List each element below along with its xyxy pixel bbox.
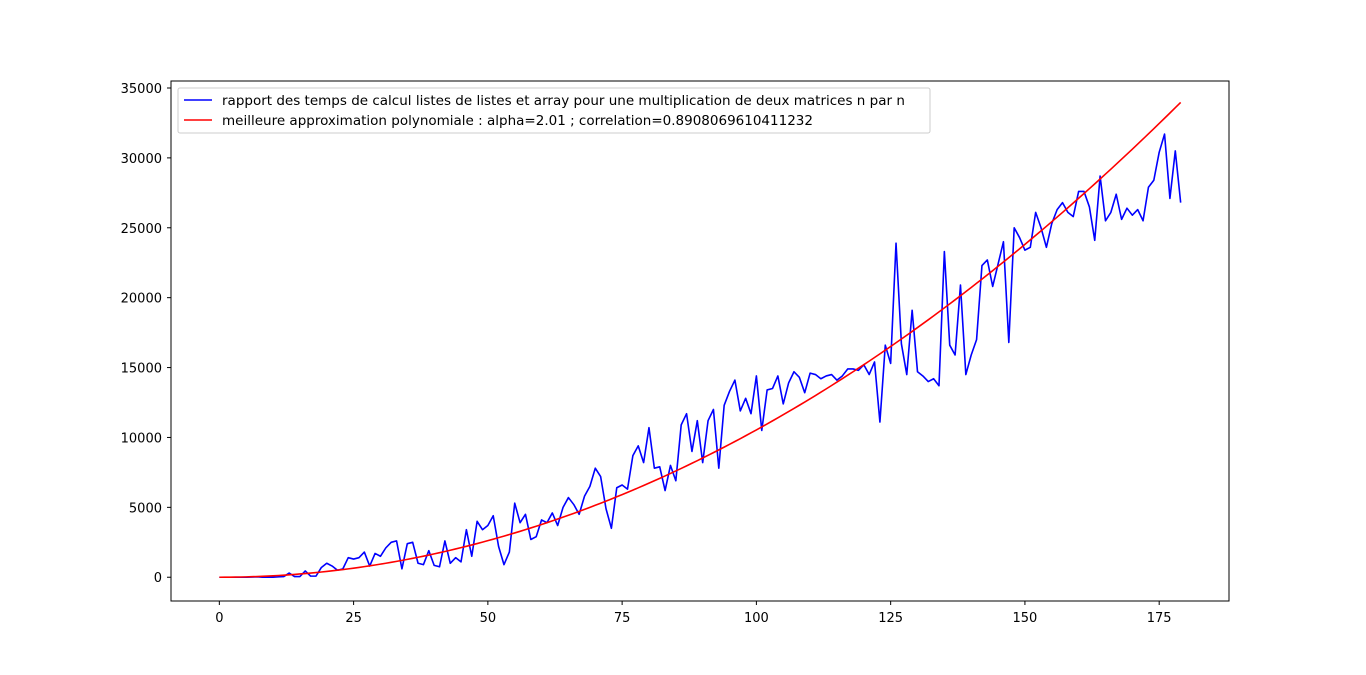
- x-tick-label: 100: [744, 611, 769, 626]
- x-tick-label: 0: [215, 611, 223, 626]
- x-tick-label: 25: [345, 611, 362, 626]
- legend-box: [177, 87, 931, 134]
- y-tick-label: 5000: [129, 501, 162, 516]
- y-tick-label: 10000: [121, 431, 162, 446]
- y-tick-label: 0: [154, 571, 162, 586]
- legend-label-measured: rapport des temps de calcul listes de li…: [222, 93, 905, 109]
- series-line-fit: [219, 101, 1182, 579]
- legend: rapport des temps de calcul listes de li…: [177, 87, 931, 134]
- legend-label-fit: meilleure approximation polynomiale : al…: [222, 113, 813, 129]
- series-line-measured: [219, 133, 1182, 579]
- plot-lines: [219, 101, 1182, 579]
- x-axis-ticks: 0 25 50 75 100 125 150 175: [215, 601, 1172, 626]
- plot-frame: [170, 80, 1230, 602]
- y-tick-label: 25000: [121, 222, 162, 237]
- y-tick-label: 20000: [121, 292, 162, 307]
- y-axis-ticks: 0 5000 10000 15000 20000 25000 30000 35000: [121, 82, 171, 586]
- x-tick-label: 150: [1013, 611, 1038, 626]
- x-tick-label: 75: [614, 611, 631, 626]
- y-tick-label: 15000: [121, 362, 162, 377]
- y-tick-label: 35000: [121, 82, 162, 97]
- x-tick-label: 50: [480, 611, 497, 626]
- x-tick-label: 175: [1147, 611, 1172, 626]
- y-tick-label: 30000: [121, 152, 162, 167]
- x-tick-label: 125: [878, 611, 903, 626]
